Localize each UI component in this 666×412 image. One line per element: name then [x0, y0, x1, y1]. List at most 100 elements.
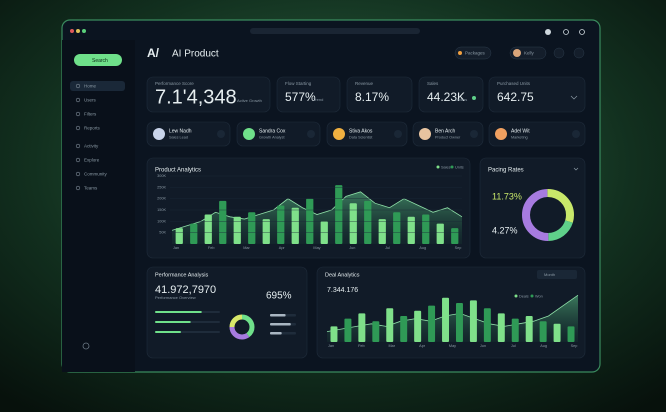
pill-icon: [458, 51, 462, 55]
nav-icon: [75, 97, 81, 103]
nav-item[interactable]: Explore: [84, 158, 100, 163]
top-icon[interactable]: [579, 29, 585, 35]
performance-sub: Performance Overview: [155, 295, 196, 300]
bar: [233, 216, 241, 244]
panel-title: Performance Analysis: [155, 272, 208, 278]
url-bar: [250, 28, 420, 34]
person-name: Sandra Cox: [259, 128, 286, 134]
nav-icon: [75, 143, 81, 149]
nav-item[interactable]: Community: [84, 172, 108, 177]
nav-icon: [75, 185, 81, 191]
person-action[interactable]: [394, 130, 402, 138]
top-icon[interactable]: [545, 29, 551, 35]
x-tick-label: Apr: [419, 344, 426, 348]
y-tick-label: 150K: [157, 208, 166, 212]
nav-item[interactable]: Users: [84, 98, 97, 103]
legend-label: Deals: [519, 295, 529, 299]
x-tick-label: Feb: [358, 344, 365, 348]
search-button[interactable]: [74, 54, 122, 66]
person-action[interactable]: [217, 130, 225, 138]
x-tick-label: Jan: [328, 344, 334, 348]
x-tick-label: Jun: [349, 246, 355, 250]
mini-bar: [270, 314, 286, 317]
person-action[interactable]: [307, 130, 315, 138]
avatar: [333, 128, 345, 140]
kpi-value: 642.75: [497, 90, 534, 104]
legend-label: Sales: [441, 166, 451, 170]
nav-item[interactable]: Home: [84, 84, 97, 89]
bar: [175, 228, 183, 244]
bar: [553, 323, 561, 342]
bar: [400, 316, 408, 342]
bar: [372, 321, 380, 342]
icon-button[interactable]: [573, 47, 585, 59]
bar: [330, 326, 338, 342]
bar: [451, 228, 459, 244]
logo: A/: [147, 46, 160, 60]
nav-item[interactable]: Reports: [84, 126, 101, 131]
panel: [326, 121, 408, 147]
bar: [219, 200, 227, 244]
x-tick-label: Jan: [173, 246, 179, 250]
pill[interactable]: [454, 46, 492, 60]
person-role: Product Owner: [435, 136, 461, 140]
avatar: [153, 128, 165, 140]
bar: [190, 223, 198, 244]
filter-box[interactable]: [537, 270, 577, 279]
x-tick-label: Aug: [419, 246, 426, 250]
top-icon[interactable]: [563, 29, 569, 35]
kpi-value: 7.1'4,348: [155, 86, 237, 108]
settings-icon[interactable]: [82, 342, 90, 350]
bar: [414, 310, 422, 342]
x-tick-label: May: [313, 246, 320, 250]
bar: [442, 297, 450, 342]
panel: [276, 76, 341, 113]
icon-button[interactable]: [553, 47, 565, 59]
search-label[interactable]: Search: [92, 58, 108, 64]
avatar: [243, 128, 255, 140]
nav-item[interactable]: Activity: [84, 144, 99, 149]
kpi-value: 44.23K: [427, 90, 465, 104]
person-role: Growth Analyst: [259, 136, 285, 140]
filter-label[interactable]: Month: [544, 272, 555, 277]
x-tick-label: Apr: [279, 246, 286, 250]
performance-pct: 695%: [266, 291, 292, 302]
deal-value: 7.344.176: [327, 287, 358, 294]
window-dot: [82, 29, 86, 33]
x-tick-label: Sep: [455, 246, 462, 250]
bar: [248, 212, 256, 244]
person-role: Sales Lead: [169, 136, 188, 140]
person-action[interactable]: [470, 130, 478, 138]
kpi-sub: Active Growth: [237, 98, 262, 103]
bar: [364, 200, 372, 244]
mini-bar: [270, 323, 291, 326]
nav-item[interactable]: Filters: [84, 112, 97, 117]
panel: [488, 121, 586, 147]
kpi-sub: Orders: [455, 97, 467, 102]
legend-label: Units: [455, 166, 464, 170]
bar: [525, 316, 533, 342]
pill-label[interactable]: Packages: [465, 51, 486, 56]
kpi-chevron: [570, 95, 578, 100]
bar: [428, 305, 436, 342]
user-name[interactable]: Kelly: [524, 51, 535, 56]
person-name: Stiva Akos: [349, 128, 373, 134]
person-name: Ben Arch: [435, 128, 456, 134]
bar: [455, 303, 463, 342]
progress-bar: [155, 311, 202, 313]
kpi-label: Revenue: [355, 81, 374, 86]
legend-dot: [530, 294, 534, 298]
kpi-label: Flow Starting: [285, 81, 312, 86]
kpi-icon: [472, 96, 476, 100]
legend-dot: [514, 294, 518, 298]
legend-label: Won: [535, 295, 543, 299]
bar: [335, 185, 343, 244]
nav-item[interactable]: Teams: [84, 186, 98, 191]
pacing-label: 11.73%: [492, 191, 522, 201]
avatar: [419, 128, 431, 140]
sidebar: [62, 40, 135, 372]
x-tick-label: Jun: [480, 344, 486, 348]
legend-dot: [450, 165, 454, 169]
person-action[interactable]: [572, 130, 580, 138]
